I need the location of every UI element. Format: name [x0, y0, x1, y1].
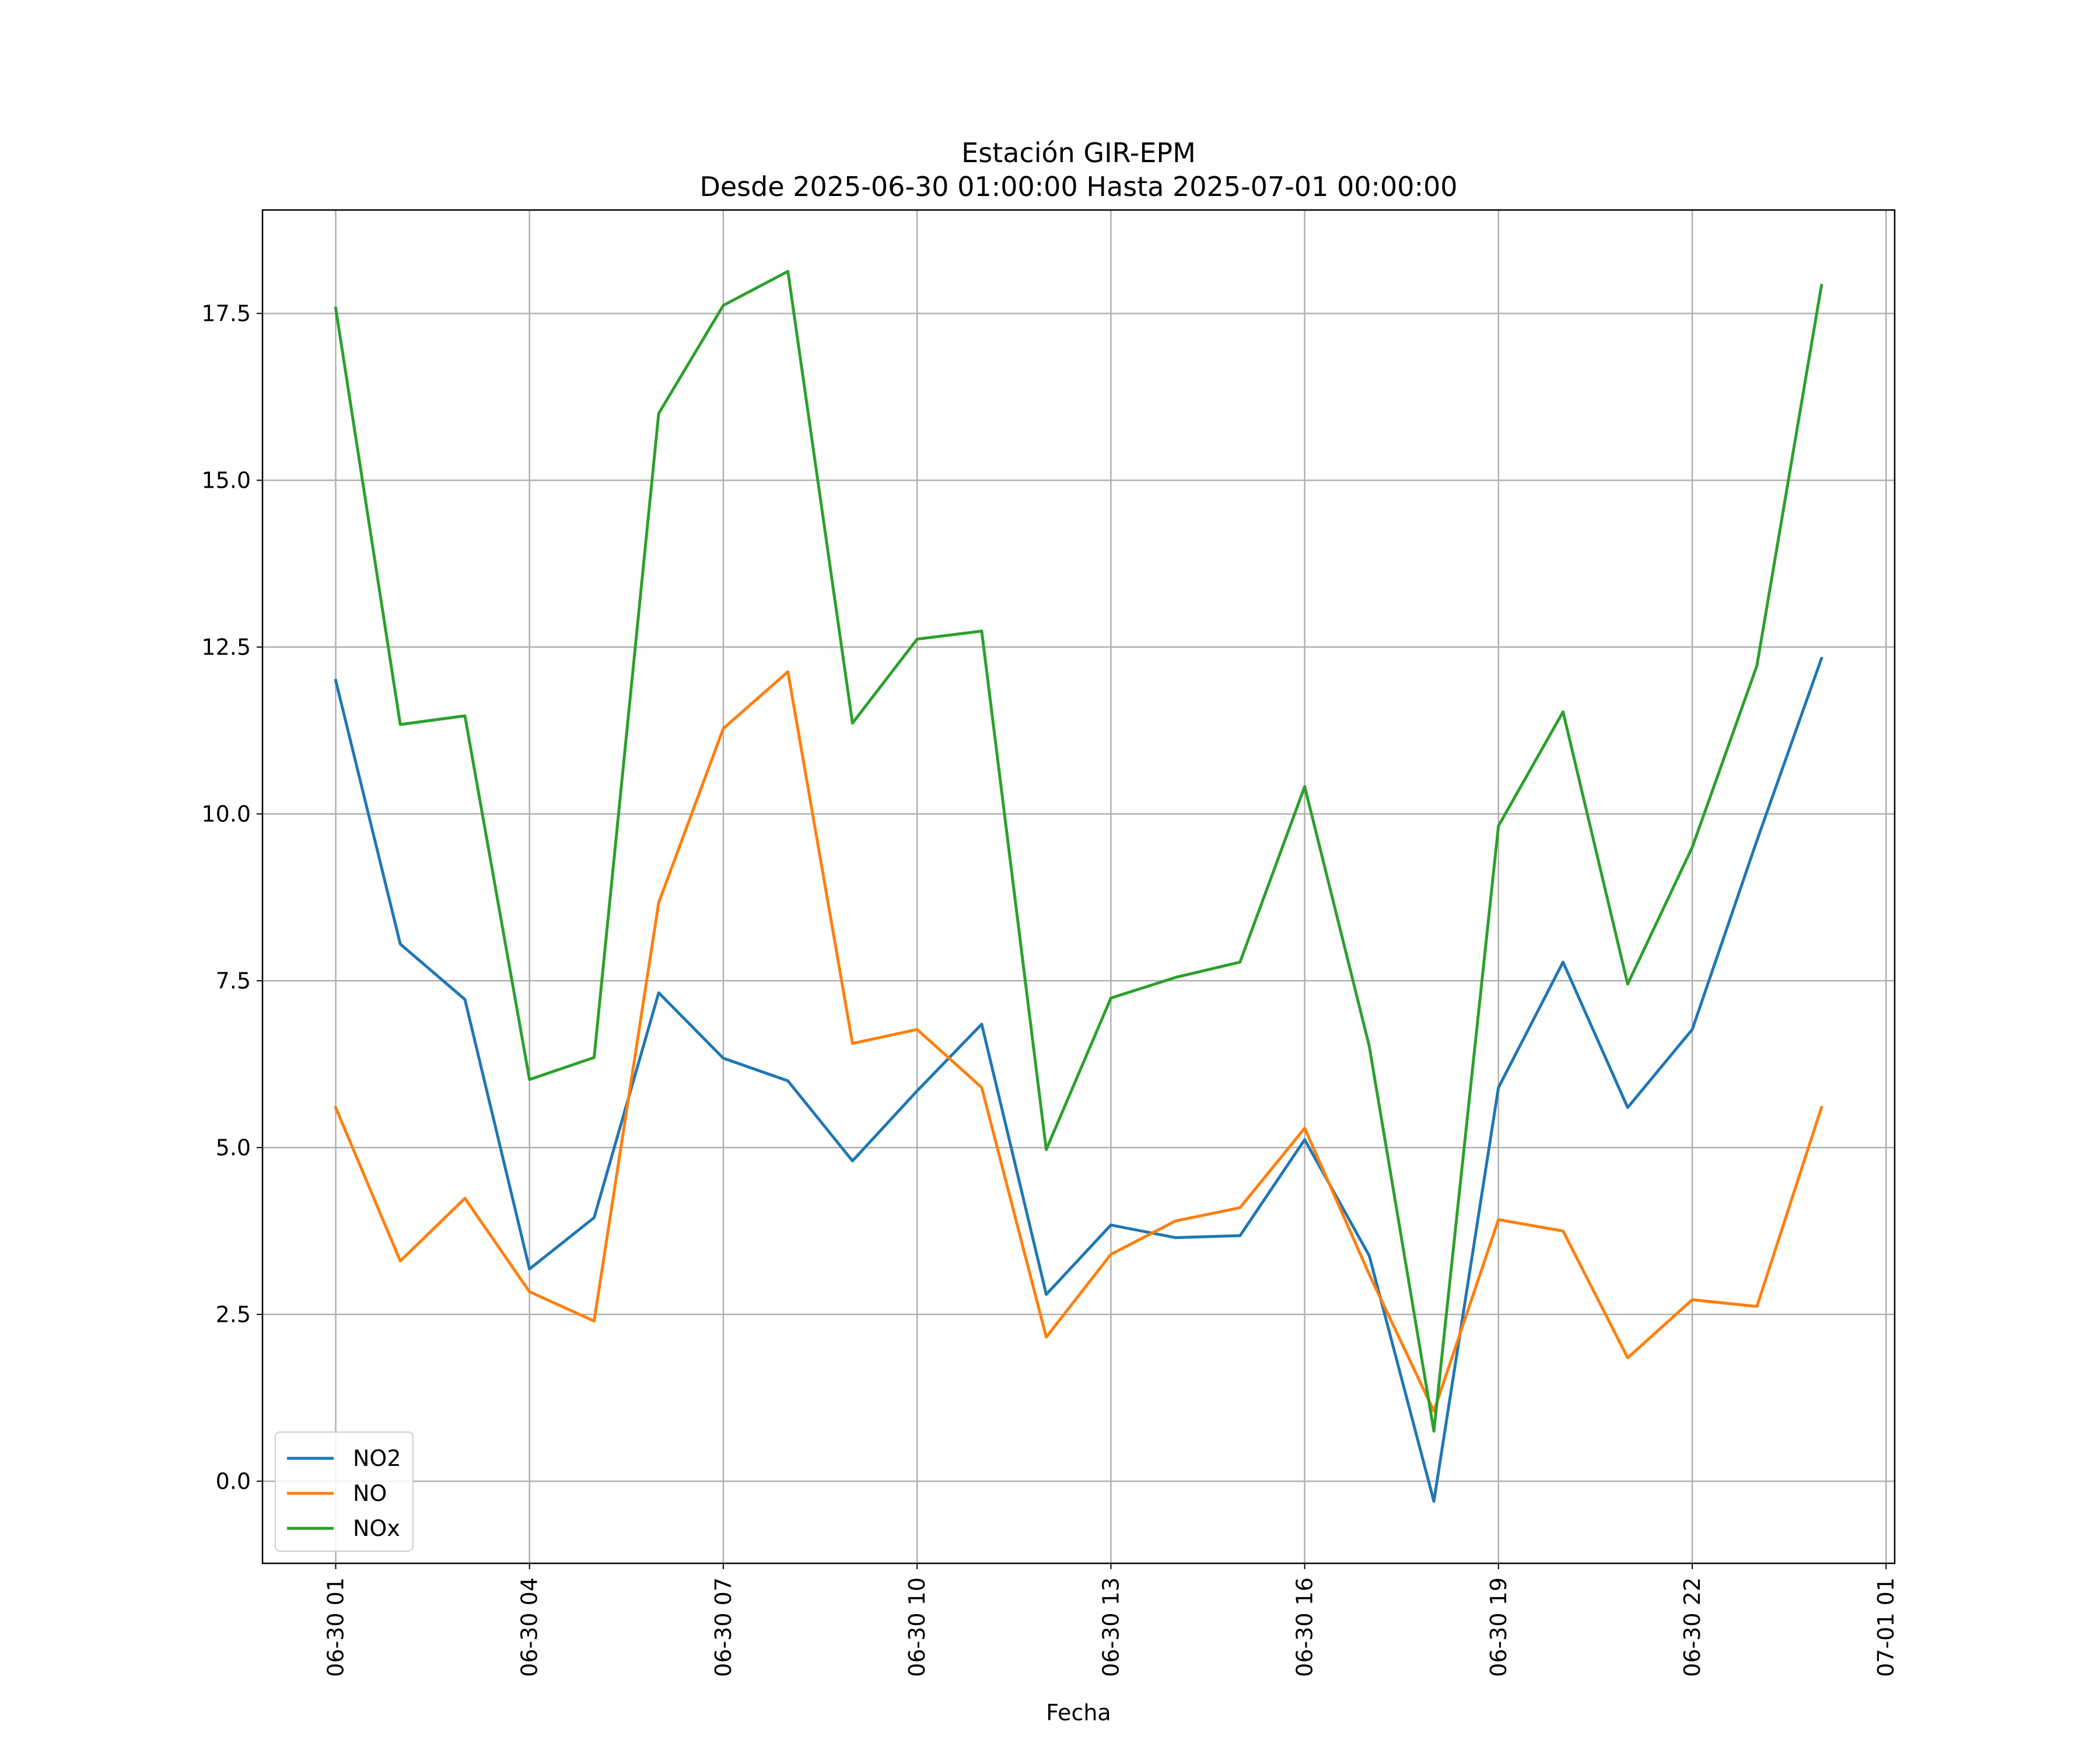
chart-subtitle: Desde 2025-06-30 01:00:00 Hasta 2025-07-… [699, 171, 1457, 202]
x-tick-label: 06-30 22 [1679, 1577, 1705, 1677]
chart-title: Estación GIR-EPM [961, 137, 1196, 169]
x-tick-label: 06-30 16 [1292, 1577, 1318, 1677]
legend: NO2 NO NOx [275, 1432, 414, 1552]
y-tick-label: 12.5 [201, 634, 251, 660]
series-lines [334, 270, 1824, 1503]
series-line-no [334, 670, 1824, 1413]
legend-label-nox: NOx [353, 1516, 400, 1541]
legend-label-no2: NO2 [353, 1446, 401, 1471]
y-axis: 0.0 2.5 5.0 7.5 10.0 12.5 15.0 17.5 [201, 300, 262, 1494]
y-tick-label: 5.0 [216, 1135, 251, 1160]
x-tick-label: 06-30 07 [710, 1577, 736, 1677]
legend-box [275, 1432, 414, 1552]
grid [262, 210, 1895, 1563]
x-tick-label: 06-30 04 [517, 1577, 542, 1677]
series-line-no2 [334, 656, 1824, 1503]
x-tick-label: 06-30 10 [904, 1577, 930, 1677]
x-tick-label: 06-30 13 [1098, 1577, 1124, 1677]
x-tick-label: 06-30 19 [1486, 1577, 1511, 1677]
legend-label-no: NO [353, 1480, 387, 1506]
x-axis: 06-30 01 06-30 04 06-30 07 06-30 10 06-30 13… [323, 1563, 1899, 1677]
y-tick-label: 17.5 [201, 300, 251, 326]
x-tick-label: 07-01 01 [1873, 1577, 1899, 1677]
y-tick-label: 2.5 [216, 1301, 251, 1327]
x-tick-label: 06-30 01 [323, 1577, 349, 1677]
series-line-nox [334, 270, 1824, 1433]
y-tick-label: 10.0 [201, 801, 251, 827]
x-axis-label: Fecha [1046, 1700, 1111, 1726]
plot-frame [261, 209, 1896, 1564]
y-tick-label: 0.0 [216, 1468, 251, 1494]
y-tick-label: 15.0 [201, 467, 251, 493]
y-tick-label: 7.5 [216, 968, 251, 993]
